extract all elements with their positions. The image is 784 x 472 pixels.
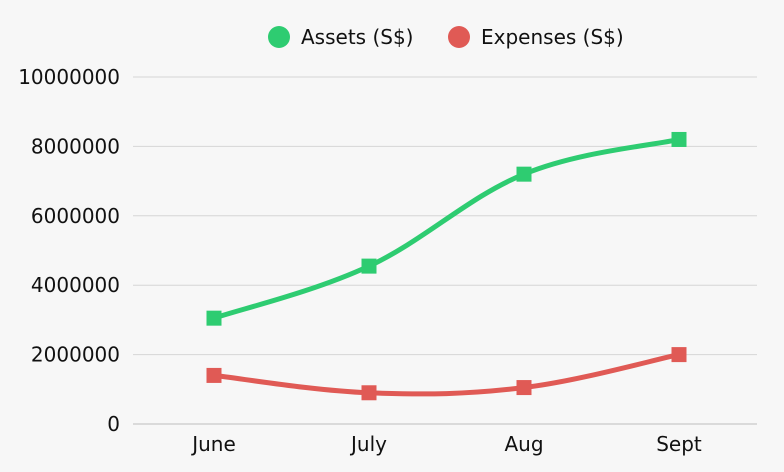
- expenses-data-point[interactable]: [671, 347, 687, 363]
- legend-label-assets: Assets (S$): [301, 25, 413, 49]
- expenses-series-line: [211, 352, 682, 397]
- legend: Assets (S$) Expenses (S$): [268, 25, 624, 49]
- legend-marker-assets: [268, 26, 290, 48]
- assets-data-point[interactable]: [516, 166, 532, 182]
- grid-lines: [133, 76, 757, 425]
- legend-item-assets[interactable]: Assets (S$): [268, 25, 413, 49]
- x-tick-label: June: [190, 432, 236, 456]
- y-tick-label: 0: [107, 412, 120, 436]
- legend-label-expenses: Expenses (S$): [481, 25, 624, 49]
- x-axis: June July Aug Sept: [190, 432, 702, 456]
- expenses-data-point[interactable]: [206, 367, 222, 383]
- y-tick-label: 6000000: [31, 204, 120, 228]
- y-tick-label: 4000000: [31, 273, 120, 297]
- y-tick-label: 8000000: [31, 134, 120, 158]
- y-tick-label: 10000000: [18, 65, 120, 89]
- assets-data-point[interactable]: [671, 131, 687, 147]
- assets-data-point[interactable]: [361, 258, 377, 274]
- expenses-data-point[interactable]: [516, 380, 532, 396]
- x-tick-label: July: [349, 432, 387, 456]
- expenses-data-point[interactable]: [361, 385, 377, 401]
- x-tick-label: Sept: [656, 432, 702, 456]
- y-tick-label: 2000000: [31, 343, 120, 367]
- series-layer: [206, 131, 687, 401]
- legend-item-expenses[interactable]: Expenses (S$): [448, 25, 624, 49]
- assets-series-line: [211, 136, 682, 321]
- assets-data-point[interactable]: [206, 310, 222, 326]
- legend-marker-expenses: [448, 26, 470, 48]
- x-tick-label: Aug: [504, 432, 543, 456]
- y-axis: 0 2000000 4000000 6000000 8000000 10000000: [18, 65, 120, 436]
